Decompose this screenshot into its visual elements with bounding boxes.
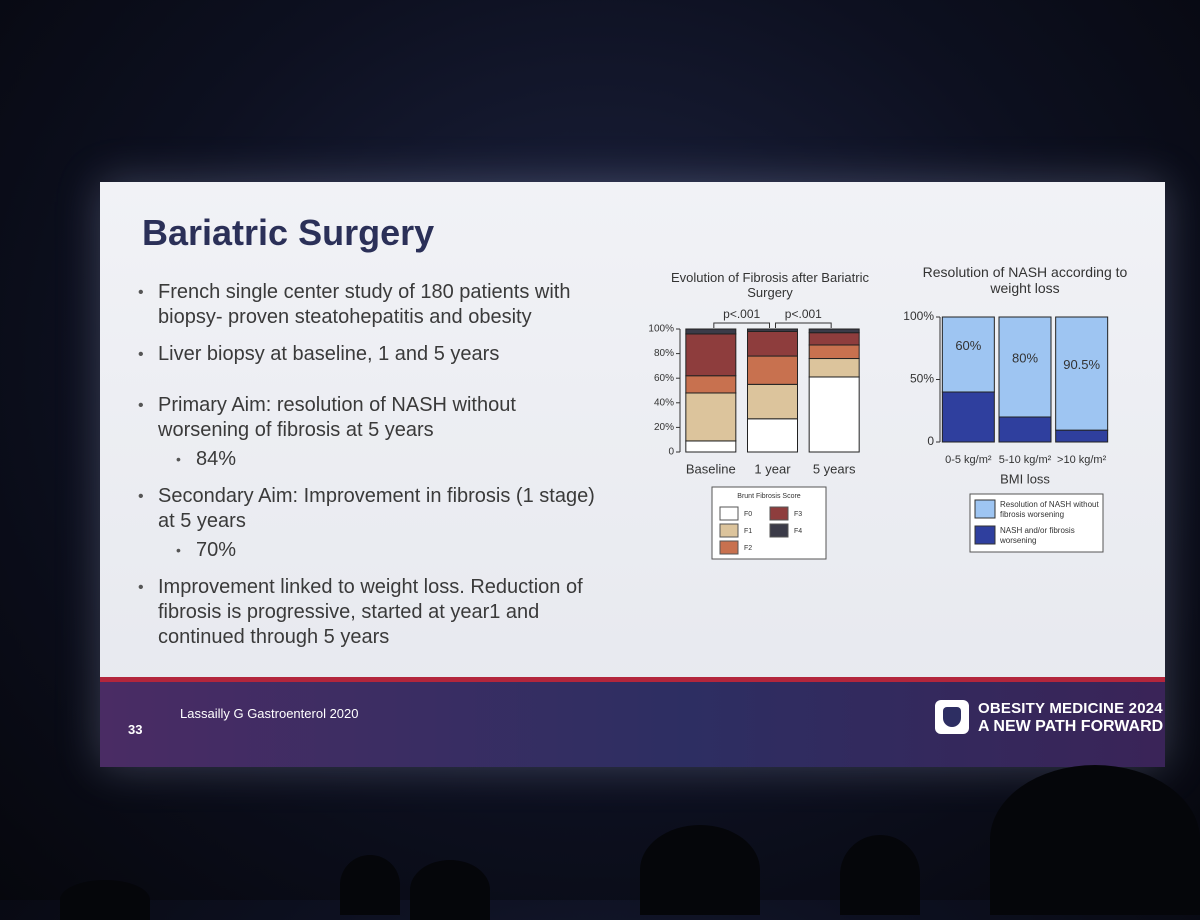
legend-label: F0	[744, 511, 752, 518]
bar-segment	[747, 328, 798, 332]
bar-segment	[998, 316, 1052, 418]
bar-segment	[747, 418, 798, 453]
x-tick-label: 1 year	[754, 461, 791, 476]
charts: 0 20% 40% 60% 80% 100% Baseline 1 year 5 years p<…	[648, 307, 1109, 560]
presentation-photo: Bariatric Surgery French single center s…	[0, 0, 1200, 900]
bullet-text: Primary Aim: resolution of NASH without …	[158, 394, 516, 441]
bar-segment	[685, 375, 737, 394]
citation: Lassailly G Gastroenterol 2020	[180, 706, 359, 721]
value-label: 80%	[1012, 350, 1038, 365]
bar-segment	[685, 328, 737, 335]
legend-swatch	[719, 540, 739, 555]
legend-swatch	[769, 523, 789, 538]
bar-segment	[1055, 429, 1109, 443]
sub-list: 84%	[158, 447, 608, 472]
bullet: Liver biopsy at baseline, 1 and 5 years	[138, 342, 608, 367]
bar-segment	[808, 328, 860, 334]
y-tick-label: 80%	[654, 348, 674, 359]
significance-bracket	[713, 322, 770, 328]
value-label: 60%	[955, 338, 981, 353]
sub-bullet: 70%	[158, 538, 608, 563]
chart-title: Evolution of Fibrosis after Bariatric Su…	[671, 270, 869, 300]
bullet-list: French single center study of 180 patien…	[138, 280, 608, 662]
audience-head	[990, 765, 1200, 915]
audience-head	[640, 825, 760, 915]
y-tick-label: 0	[927, 434, 934, 448]
y-tick-label: 20%	[654, 422, 674, 433]
brand-line: A NEW PATH FORWARD	[978, 718, 1164, 735]
x-tick-label: >10 kg/m²	[1057, 454, 1107, 466]
value-label: 90.5%	[1063, 357, 1100, 372]
bar-segment	[685, 440, 737, 453]
bullet-text: Secondary Aim: Improvement in fibrosis (…	[158, 485, 595, 532]
x-tick-label: 5 years	[813, 461, 856, 476]
page: Bariatric Surgery slide { "slide": { "ti…	[0, 0, 1200, 900]
legend-label: F1	[744, 528, 752, 535]
legend-swatch	[719, 506, 739, 521]
x-tick-label: Baseline	[686, 461, 736, 476]
annotation: p<.001	[785, 307, 822, 321]
bar-segment	[747, 355, 798, 385]
slide: Bariatric Surgery French single center s…	[100, 182, 1165, 767]
legend-swatch	[974, 499, 996, 519]
legend-swatch	[719, 523, 739, 538]
slide-title: Bariatric Surgery	[142, 212, 435, 253]
bullet: Improvement linked to weight loss. Reduc…	[138, 575, 608, 650]
bullet-text: French single center study of 180 patien…	[158, 281, 571, 328]
legend-title: Brunt Fibrosis Score	[737, 493, 801, 500]
bar-segment	[747, 330, 798, 357]
x-tick-label: 5-10 kg/m²	[999, 454, 1052, 466]
page-number: 33	[128, 722, 143, 737]
bar-segment	[998, 416, 1052, 443]
y-tick-label: 40%	[654, 397, 674, 408]
audience-head	[60, 880, 150, 920]
y-tick-label: 100%	[648, 324, 674, 335]
bar-segment	[941, 316, 995, 393]
legend-label: F2	[744, 545, 752, 552]
annotation: p<.001	[723, 307, 760, 321]
y-tick-label: 100%	[903, 309, 934, 323]
legend-label: NASH and/or fibrosis worsening	[1000, 526, 1075, 545]
bar-segment	[808, 376, 860, 453]
legend-swatch	[974, 525, 996, 545]
bullet-text: Liver biopsy at baseline, 1 and 5 years	[158, 343, 500, 365]
audience-head	[840, 835, 920, 915]
legend-swatch	[769, 506, 789, 521]
footer-band: 33 Lassailly G Gastroenterol 2020 OBESIT…	[100, 677, 1165, 767]
x-axis-label: BMI loss	[1000, 471, 1050, 486]
legend-label: F3	[794, 511, 802, 518]
bullet: French single center study of 180 patien…	[138, 280, 608, 330]
bar-segment	[685, 392, 737, 442]
y-tick-label: 50%	[910, 372, 934, 386]
logo-mark	[943, 707, 961, 727]
bar-segment	[941, 391, 995, 443]
brand-line: OBESITY MEDICINE 2024	[978, 700, 1163, 717]
bar-segment	[685, 333, 737, 377]
bullet: Secondary Aim: Improvement in fibrosis (…	[138, 484, 608, 563]
legend-label: F4	[794, 528, 802, 535]
x-tick-label: 0-5 kg/m²	[945, 454, 992, 466]
audience-head	[410, 860, 490, 920]
bar-segment	[808, 358, 860, 378]
bar-segment	[1055, 316, 1109, 431]
y-tick-label: 0	[668, 447, 674, 458]
y-tick-label: 60%	[654, 373, 674, 384]
bar-segment	[808, 332, 860, 346]
bar-segment	[808, 344, 860, 360]
chart-title: Resolution of NASH according to weight l…	[922, 264, 1128, 296]
charts-area: 0 20% 40% 60% 80% 100% Baseline 1 year 5 years p<…	[620, 264, 1160, 584]
bullet-text: Improvement linked to weight loss. Reduc…	[158, 576, 583, 648]
sub-list: 70%	[158, 538, 608, 563]
significance-bracket	[775, 322, 832, 328]
logo	[935, 700, 969, 734]
audience-head	[340, 855, 400, 915]
bar-segment	[747, 383, 798, 420]
bullet: Primary Aim: resolution of NASH without …	[138, 393, 608, 472]
sub-bullet: 84%	[158, 447, 608, 472]
legend-label: Resolution of NASH without fibrosis wors…	[1000, 500, 1099, 519]
